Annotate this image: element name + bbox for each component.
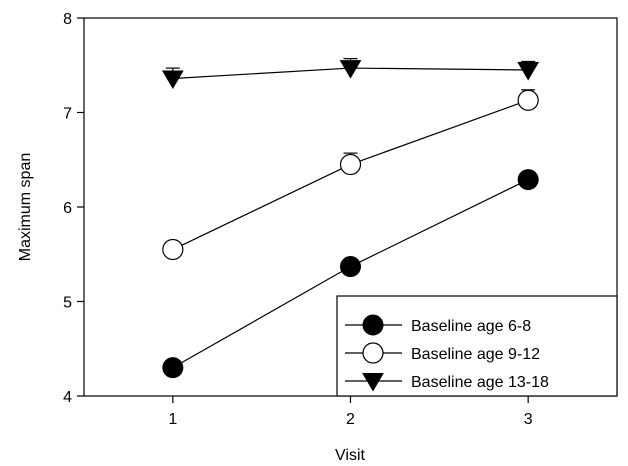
y-tick-label: 8: [63, 11, 72, 28]
x-tick-label: 3: [524, 411, 533, 428]
data-point: [517, 169, 539, 191]
x-tick-label: 2: [346, 411, 355, 428]
x-axis-title: Visit: [335, 447, 365, 464]
series-3: [161, 58, 540, 89]
legend-item-2: Baseline age 9-12: [345, 342, 540, 364]
legend-label: Baseline age 13-18: [411, 374, 549, 391]
data-point: [162, 238, 184, 261]
legend: Baseline age 6-8 Baseline age 9-12 Baselin…: [336, 295, 618, 397]
x-tick-label: 1: [168, 411, 177, 428]
series-1: [162, 169, 539, 379]
legend-item-3: Baseline age 13-18: [345, 373, 549, 392]
legend-box: [336, 295, 618, 397]
data-point: [340, 256, 361, 278]
series-2: [162, 89, 539, 261]
series-layer: [161, 58, 540, 379]
legend-label: Baseline age 6-8: [411, 318, 531, 335]
y-tick-label: 5: [63, 295, 72, 312]
y-axis: 4 5 6 7 8: [63, 11, 84, 406]
data-point: [339, 60, 362, 79]
data-point: [517, 89, 539, 111]
data-point: [161, 70, 184, 89]
y-axis-title: Maximum span: [17, 153, 34, 261]
y-tick-label: 6: [63, 200, 72, 217]
y-tick-label: 4: [63, 389, 72, 406]
x-axis: 1 2 3: [168, 396, 533, 428]
legend-marker: [362, 342, 384, 364]
legend-marker: [362, 373, 384, 392]
legend-item-1: Baseline age 6-8: [345, 314, 531, 336]
y-tick-label: 7: [63, 106, 72, 123]
legend-label: Baseline age 9-12: [411, 346, 540, 363]
legend-marker: [362, 314, 384, 336]
data-point: [339, 153, 362, 176]
data-point: [517, 61, 540, 81]
data-point: [162, 357, 184, 379]
